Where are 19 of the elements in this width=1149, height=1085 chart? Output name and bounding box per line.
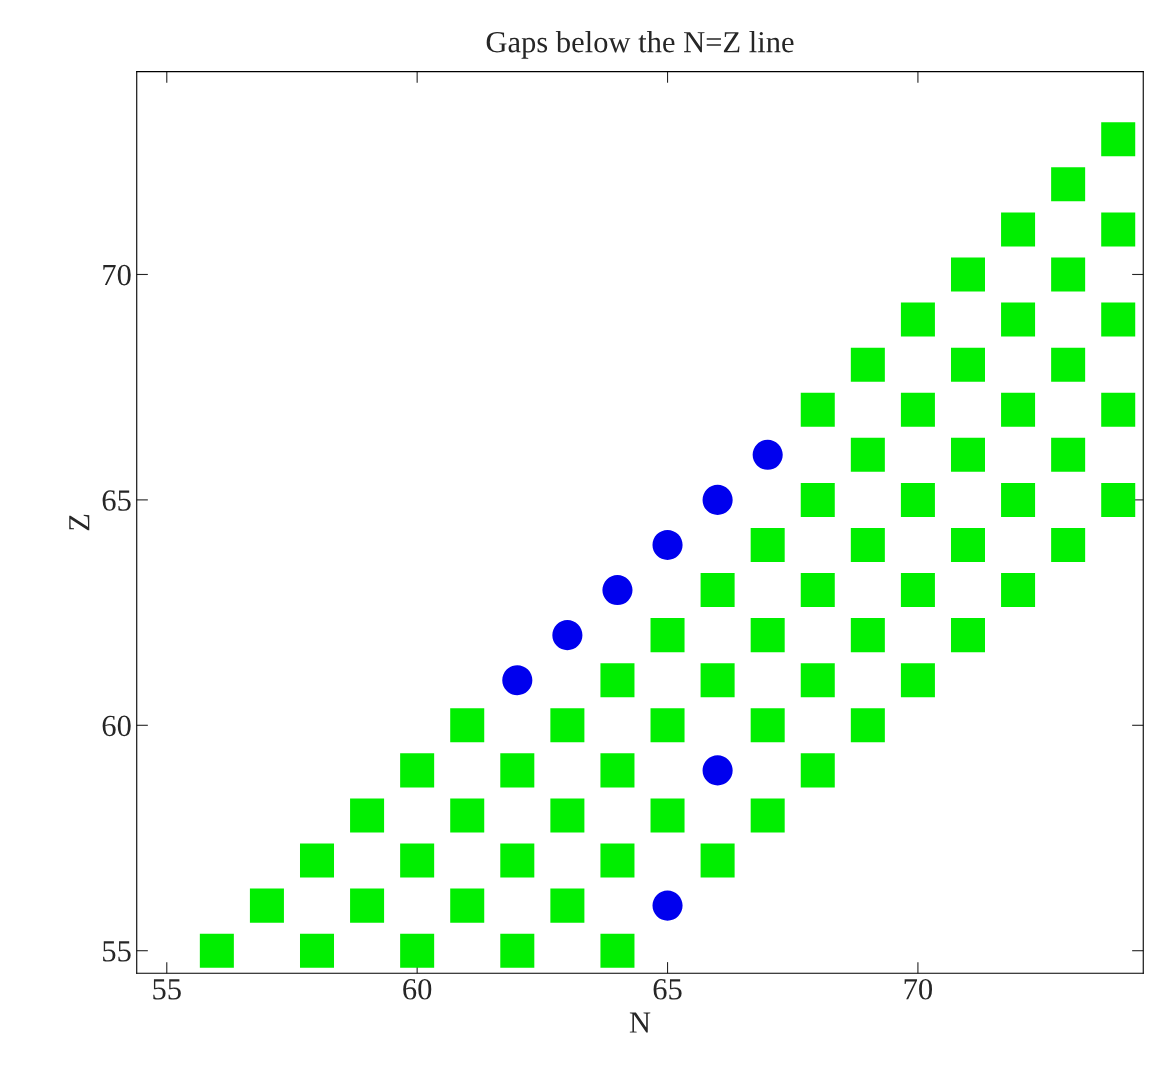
point [652,890,683,921]
point [552,620,583,651]
x-axis-title: N [629,1012,651,1033]
point [652,529,683,561]
y-tick-label: 60 [102,715,131,737]
chart-title: Gaps below the N=Z line [486,30,794,59]
point [602,574,633,606]
x-tick-label: 55 [153,979,181,1000]
point [702,755,733,786]
y-tick-label: 70 [103,264,131,286]
x-tick-label: 70 [904,978,933,1000]
y-axis-title: Z [69,514,90,531]
point [702,484,733,515]
x-tick-label: 65 [653,979,682,1000]
point [752,439,783,470]
x-tick-label: 60 [403,978,432,1000]
point [502,665,533,696]
y-tick-label: 65 [102,490,131,511]
y-tick-label: 55 [103,941,131,962]
